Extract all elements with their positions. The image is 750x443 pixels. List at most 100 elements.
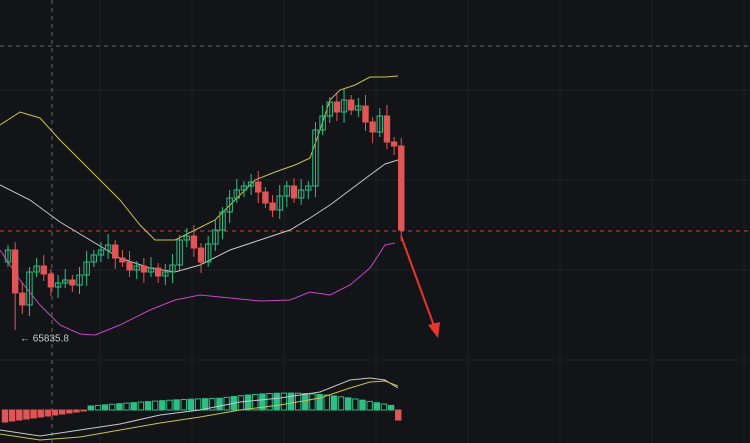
candle-body: [147, 267, 155, 273]
bollinger-bands: [0, 75, 399, 336]
macd: [0, 377, 402, 441]
macd-line: [0, 377, 399, 437]
candle-body: [19, 292, 26, 306]
candle-body: [54, 282, 62, 288]
low-label: ← 65835.8: [20, 334, 69, 345]
candle-body: [154, 267, 162, 277]
candle-body: [233, 189, 241, 199]
candle-body: [276, 195, 283, 211]
macd-bar: [345, 397, 352, 411]
candle-body: [340, 99, 348, 113]
candle-body: [297, 189, 305, 199]
macd-bar: [352, 398, 359, 411]
candle-body: [90, 254, 97, 263]
candle-body: [333, 101, 341, 113]
candle-body: [40, 265, 47, 275]
macd-bar: [151, 400, 159, 411]
candle-body: [383, 115, 391, 143]
candle-body: [112, 244, 119, 259]
macd-bar: [273, 392, 280, 411]
macd-bar: [266, 393, 273, 411]
lower-band: [0, 242, 396, 336]
macd-bar: [244, 394, 252, 411]
candle-body: [33, 265, 40, 273]
candle-body: [76, 274, 83, 286]
macd-bar: [116, 403, 123, 411]
macd-bar: [59, 409, 66, 415]
candle-body: [97, 249, 105, 256]
candle-body: [11, 249, 19, 294]
macd-bar: [101, 404, 109, 411]
macd-bar: [187, 398, 195, 411]
macd-bar: [252, 393, 259, 411]
candle-body: [219, 211, 226, 231]
candle-body: [290, 185, 298, 199]
macd-bar: [387, 404, 395, 411]
macd-bar: [209, 397, 216, 411]
candle-body: [83, 261, 90, 276]
macd-bar: [16, 409, 23, 421]
candle-body: [390, 141, 398, 147]
macd-bar: [337, 396, 345, 411]
macd-bar: [330, 395, 338, 411]
macd-bar: [51, 409, 59, 416]
candle-body: [255, 181, 262, 193]
macd-bar: [8, 409, 16, 422]
candle-body: [319, 115, 326, 131]
candle-body: [355, 105, 362, 111]
macd-bar: [23, 409, 30, 420]
candle-body: [348, 99, 355, 111]
candle-body: [283, 185, 291, 197]
candle-body: [269, 202, 276, 211]
candle-body: [140, 265, 148, 273]
candle-body: [190, 235, 198, 249]
macd-bar: [94, 404, 102, 411]
macd-bar: [202, 398, 209, 411]
macd-bar: [373, 402, 381, 411]
candle-body: [205, 243, 212, 263]
middle-band: [0, 159, 399, 273]
macd-bar: [316, 393, 323, 411]
candle-body: [176, 239, 183, 266]
macd-bar: [173, 399, 180, 411]
candle-body: [226, 197, 233, 213]
macd-bar: [144, 401, 152, 411]
candle-body: [369, 121, 376, 133]
candle-body: [126, 261, 133, 271]
macd-bar: [280, 392, 288, 411]
macd-bar: [395, 409, 402, 421]
candle-body: [4, 249, 12, 263]
candle-body: [26, 271, 33, 306]
candle-body: [119, 257, 126, 263]
macd-bar: [37, 409, 44, 418]
macd-bar: [123, 402, 130, 411]
macd-bar: [216, 397, 223, 411]
candle-body: [104, 244, 112, 251]
macd-bar: [259, 393, 266, 411]
candle-body: [240, 185, 248, 191]
candle-body: [47, 273, 55, 288]
upper-band: [0, 75, 399, 241]
macd-bar: [73, 409, 80, 413]
macd-bar: [359, 399, 366, 411]
candle-body: [305, 185, 312, 191]
candle-body: [376, 115, 384, 133]
macd-bar: [137, 401, 145, 411]
arrow-line: [400, 235, 438, 335]
candle-body: [133, 265, 140, 271]
macd-bar: [366, 400, 373, 411]
candle-body: [69, 279, 76, 286]
candle-body: [262, 191, 269, 204]
macd-bar: [166, 399, 173, 411]
candle-body: [362, 105, 369, 123]
candle-body: [162, 271, 169, 277]
candles: [4, 89, 405, 330]
macd-bar: [309, 393, 316, 411]
macd-bar: [109, 403, 116, 411]
macd-bar: [323, 394, 330, 411]
macd-bar: [1, 409, 9, 423]
candle-body: [326, 101, 333, 117]
macd-bar: [30, 409, 37, 419]
